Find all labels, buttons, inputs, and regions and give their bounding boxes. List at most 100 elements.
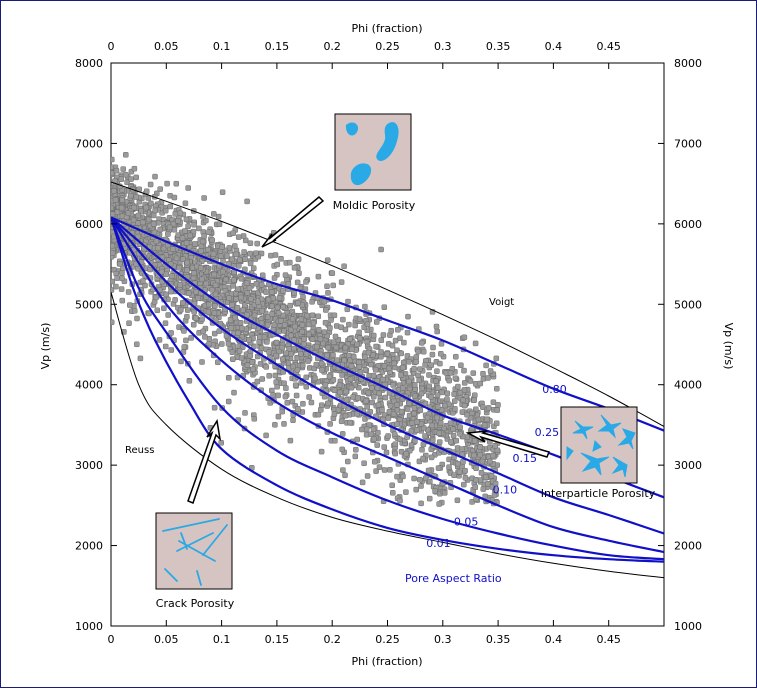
scatter-point: [158, 268, 165, 275]
scatter-point: [186, 378, 193, 384]
scatter-point: [369, 385, 375, 391]
scatter-point: [368, 431, 375, 438]
scatter-point: [111, 188, 117, 194]
scatter-point: [441, 490, 448, 496]
scatter-point: [386, 365, 392, 372]
scatter-point: [484, 416, 490, 423]
scatter-point: [310, 320, 317, 326]
scatter-point: [261, 334, 268, 340]
scatter-point: [356, 316, 363, 322]
scatter-point: [163, 271, 169, 278]
scatter-point: [338, 324, 344, 331]
scatter-point: [345, 458, 351, 465]
scatter-point: [403, 450, 410, 457]
x-tick-label-top: 0.15: [265, 40, 290, 53]
scatter-point: [229, 302, 235, 308]
scatter-point: [246, 337, 252, 343]
scatter-point: [376, 390, 382, 397]
scatter-point: [477, 444, 484, 450]
scatter-point: [398, 408, 405, 415]
x-tick-label-bottom: 0.05: [154, 633, 179, 646]
y-tick-label-left: 6000: [75, 218, 103, 231]
scatter-point: [481, 422, 488, 428]
scatter-point: [428, 362, 434, 368]
scatter-point: [235, 330, 241, 336]
x-tick-label-bottom: 0: [108, 633, 115, 646]
scatter-point: [113, 167, 120, 174]
scatter-point: [242, 256, 248, 262]
scatter-point: [241, 302, 248, 309]
scatter-point: [183, 216, 190, 223]
scatter-point: [283, 385, 289, 391]
scatter-point: [179, 235, 186, 241]
scatter-point: [198, 248, 204, 254]
scatter-point: [187, 232, 194, 239]
scatter-point: [298, 316, 305, 322]
scatter-point: [461, 380, 468, 386]
scatter-point: [318, 407, 324, 413]
scatter-point: [238, 355, 245, 361]
scatter-point: [140, 278, 146, 284]
x-tick-label-top: 0.25: [375, 40, 400, 53]
scatter-point: [327, 325, 333, 331]
scatter-point: [259, 376, 265, 382]
scatter-point: [334, 357, 340, 363]
scatter-point: [484, 480, 491, 487]
scatter-point: [278, 318, 284, 324]
scatter-point: [251, 416, 258, 422]
scatter-point: [345, 298, 351, 305]
scatter-point: [134, 341, 140, 348]
scatter-point: [209, 237, 215, 244]
scatter-point: [452, 398, 458, 404]
crack-porosity-label: Crack Porosity: [156, 597, 235, 610]
scatter-point: [418, 500, 424, 507]
scatter-point: [413, 358, 420, 365]
scatter-point: [292, 323, 298, 330]
scatter-point: [472, 392, 478, 398]
scatter-point: [339, 431, 346, 437]
scatter-point: [119, 297, 126, 304]
scatter-point: [308, 399, 315, 406]
scatter-point: [276, 328, 282, 335]
scatter-point: [318, 448, 325, 455]
scatter-point: [133, 174, 139, 181]
scatter-point: [316, 327, 322, 333]
crack-porosity-thumbnail: [155, 512, 233, 590]
aspect-ratio-curve: [111, 216, 664, 432]
scatter-point: [216, 328, 223, 334]
scatter-point: [275, 310, 282, 316]
aspect-ratio-label: 0.25: [535, 426, 560, 439]
scatter-point: [134, 315, 140, 322]
pore-aspect-ratio-label: Pore Aspect Ratio: [405, 572, 502, 585]
x-tick-label-bottom: 0.4: [545, 633, 563, 646]
aspect-ratio-label: 0.80: [542, 383, 567, 396]
scatter-point: [354, 436, 360, 443]
scatter-point: [398, 350, 404, 357]
scatter-point: [369, 399, 375, 406]
scatter-point: [164, 180, 170, 187]
x-tick-label-top: 0.4: [545, 40, 563, 53]
scatter-point: [258, 281, 265, 288]
scatter-point: [391, 431, 398, 437]
scatter-point: [287, 259, 293, 266]
y-tick-label-left: 7000: [75, 137, 103, 150]
moldic-arrow: [261, 195, 325, 248]
scatter-point: [390, 382, 396, 388]
scatter-point: [401, 339, 407, 346]
scatter-point: [249, 359, 255, 365]
scatter-point: [480, 486, 487, 492]
scatter-point: [247, 352, 253, 359]
scatter-point: [483, 362, 489, 369]
scatter-point: [325, 290, 331, 296]
scatter-point: [203, 280, 209, 287]
scatter-point: [112, 197, 119, 203]
scatter-point: [206, 301, 212, 308]
scatter-point: [350, 353, 357, 360]
scatter-point: [436, 501, 442, 507]
scatter-point: [250, 265, 257, 271]
scatter-point: [259, 308, 265, 314]
scatter-point: [123, 152, 129, 158]
mold-pore-2: [376, 122, 399, 161]
scatter-point: [211, 310, 218, 316]
scatter-point: [485, 375, 491, 381]
